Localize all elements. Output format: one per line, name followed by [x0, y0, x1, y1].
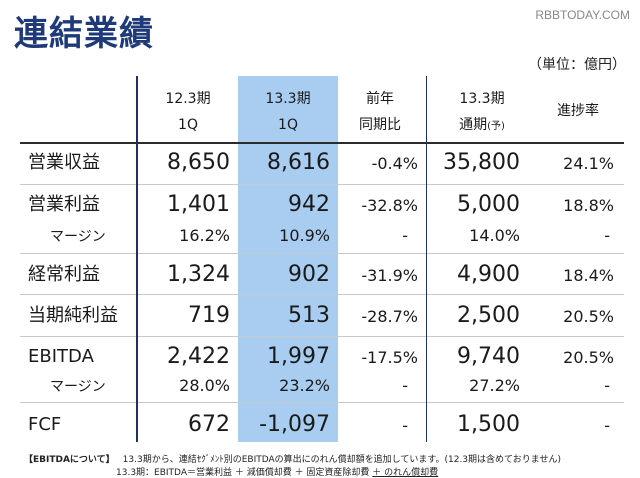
header-col1-line2: 1Q — [178, 117, 198, 133]
cell-12q1: 2,422 — [167, 344, 230, 369]
header-col4-line2: 通期(予) — [432, 118, 532, 132]
header-col5: 進捗率 — [557, 103, 599, 119]
watermark: RBBTODAY.COM — [535, 8, 630, 22]
cell-yoy: -0.4% — [371, 154, 418, 173]
footer-line2: 13.3期：EBITDA＝営業利益 ＋ 減価償却費 ＋ 固定資産除却費 — [116, 468, 373, 478]
header-col3-line2: 同期比 — [359, 117, 401, 133]
footer-note-1: 【EBITDAについて】 13.3期から、連結ｾｸﾞﾒﾝﾄ別のEBITDAの算出に… — [24, 452, 561, 465]
unit-label: （単位：億円） — [528, 57, 626, 73]
header-col4-forecast: (予) — [487, 121, 505, 132]
cell-13q1: 10.9% — [279, 226, 330, 245]
cell-yoy: - — [402, 226, 408, 245]
cell-progress: - — [604, 416, 610, 435]
row-sublabel: マージン — [50, 229, 106, 245]
cell-yoy: -28.7% — [361, 307, 418, 326]
row-label: 営業収益 — [28, 152, 100, 173]
cell-13q1: 513 — [288, 303, 330, 328]
cell-12q1: 1,324 — [167, 262, 230, 287]
footer-line2-underlined: ＋ のれん償却費 — [372, 468, 439, 478]
cell-forecast: 4,900 — [457, 262, 520, 287]
cell-13q1: 942 — [288, 192, 330, 217]
forecast-divider — [426, 76, 427, 442]
cell-12q1: 8,650 — [167, 150, 230, 175]
row-label: EBITDA — [28, 346, 94, 367]
cell-progress: 20.5% — [563, 307, 614, 326]
cell-12q1: 672 — [188, 412, 230, 437]
footer-tag: 【EBITDAについて】 — [24, 455, 115, 465]
header-col4-period: 通期 — [459, 117, 488, 133]
row-rule — [20, 402, 624, 403]
header-col2-line1: 13.3期 — [265, 91, 311, 107]
header-col4-line1: 13.3期 — [459, 91, 505, 107]
header-col2-line2: 1Q — [278, 117, 298, 133]
page-title: 連結業績 — [14, 14, 154, 54]
highlight-column — [238, 76, 338, 442]
row-rule — [20, 253, 624, 254]
cell-12q1: 28.0% — [179, 376, 230, 395]
cell-yoy: - — [402, 416, 408, 435]
header-col3-line1: 前年 — [366, 91, 394, 107]
cell-13q1: 23.2% — [279, 376, 330, 395]
row-rule — [20, 184, 624, 185]
cell-yoy: -17.5% — [361, 348, 418, 367]
row-label: 経常利益 — [28, 264, 100, 285]
cell-yoy: - — [402, 376, 408, 395]
row-sublabel: マージン — [50, 379, 106, 395]
cell-13q1: 1,997 — [267, 344, 330, 369]
cell-progress: - — [604, 376, 610, 395]
row-rule — [20, 336, 624, 337]
cell-13q1: -1,097 — [259, 412, 330, 437]
row-label: FCF — [28, 414, 62, 435]
row-label: 当期純利益 — [28, 305, 118, 326]
cell-13q1: 8,616 — [267, 150, 330, 175]
cell-progress: 24.1% — [563, 154, 614, 173]
cell-forecast: 2,500 — [457, 303, 520, 328]
row-rule — [20, 294, 624, 295]
cell-forecast: 35,800 — [443, 150, 520, 175]
row-label: 営業利益 — [28, 194, 100, 215]
cell-12q1: 1,401 — [167, 192, 230, 217]
cell-12q1: 719 — [188, 303, 230, 328]
cell-13q1: 902 — [288, 262, 330, 287]
cell-yoy: -32.8% — [361, 196, 418, 215]
cell-forecast: 27.2% — [469, 376, 520, 395]
cell-progress: 18.4% — [563, 266, 614, 285]
header-rule — [20, 142, 624, 144]
cell-12q1: 16.2% — [179, 226, 230, 245]
cell-forecast: 5,000 — [457, 192, 520, 217]
footer-line1: 13.3期から、連結ｾｸﾞﾒﾝﾄ別のEBITDAの算出にのれん償却額を追加してい… — [122, 455, 562, 465]
cell-forecast: 14.0% — [469, 226, 520, 245]
cell-progress: 18.8% — [563, 196, 614, 215]
cell-progress: - — [604, 226, 610, 245]
cell-progress: 20.5% — [563, 348, 614, 367]
cell-forecast: 1,500 — [457, 412, 520, 437]
header-col1-line1: 12.3期 — [165, 91, 211, 107]
cell-forecast: 9,740 — [457, 344, 520, 369]
label-divider — [136, 76, 138, 442]
footer-note-2: 13.3期：EBITDA＝営業利益 ＋ 減価償却費 ＋ 固定資産除却費 ＋ のれ… — [116, 465, 438, 478]
cell-yoy: -31.9% — [361, 266, 418, 285]
